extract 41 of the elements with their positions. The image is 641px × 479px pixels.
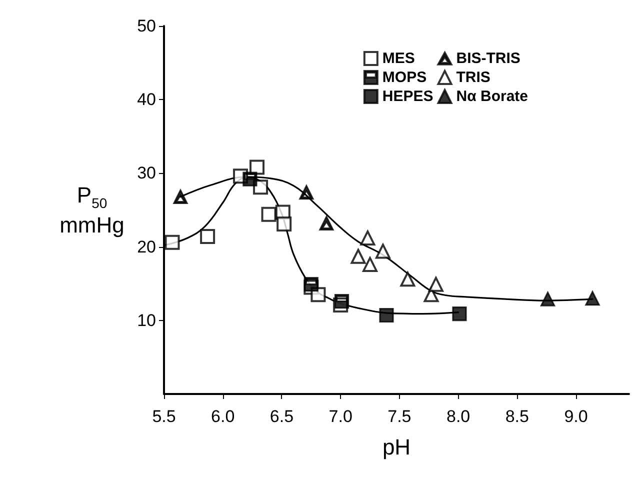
point bbox=[540, 292, 556, 306]
legend-label: MOPS bbox=[382, 69, 427, 86]
legend-label: Nα Borate bbox=[456, 88, 528, 105]
point bbox=[452, 306, 467, 322]
point bbox=[250, 160, 264, 175]
point bbox=[319, 216, 334, 231]
x-tick-label: 7.5 bbox=[388, 407, 412, 426]
y-tick-label: 30 bbox=[137, 164, 156, 183]
point bbox=[276, 216, 292, 232]
legend-label: TRIS bbox=[456, 69, 490, 86]
x-tick-label: 8.0 bbox=[446, 407, 470, 426]
point bbox=[242, 172, 258, 186]
point bbox=[173, 189, 188, 204]
x-tick-label: 6.5 bbox=[270, 407, 294, 426]
point bbox=[379, 308, 394, 323]
point bbox=[350, 248, 366, 264]
y-tick-label: 50 bbox=[137, 16, 156, 36]
x-tick-label: 7.0 bbox=[328, 407, 352, 426]
point bbox=[375, 244, 390, 259]
x-tick-label: 6.0 bbox=[211, 407, 235, 426]
point bbox=[362, 256, 378, 272]
x-tick-label: 8.5 bbox=[505, 407, 529, 426]
legend-label: HEPES bbox=[382, 88, 434, 105]
x-tick-label: 9.0 bbox=[564, 407, 588, 426]
point bbox=[304, 277, 318, 292]
point bbox=[261, 206, 276, 222]
point bbox=[164, 234, 180, 250]
x-tick-label: 5.5 bbox=[152, 407, 176, 426]
point bbox=[334, 294, 350, 309]
y-tick-label: 40 bbox=[137, 90, 156, 110]
y-tick-label: 10 bbox=[137, 310, 156, 330]
legend-label: MES bbox=[382, 50, 415, 67]
point bbox=[428, 276, 444, 292]
point bbox=[299, 185, 314, 200]
y-tick-label: 20 bbox=[137, 237, 156, 256]
point bbox=[200, 228, 216, 244]
point bbox=[360, 230, 376, 246]
point bbox=[585, 291, 600, 306]
x-axis-title: pH bbox=[382, 434, 411, 460]
point bbox=[400, 272, 416, 287]
legend-label: BIS-TRIS bbox=[456, 50, 520, 67]
